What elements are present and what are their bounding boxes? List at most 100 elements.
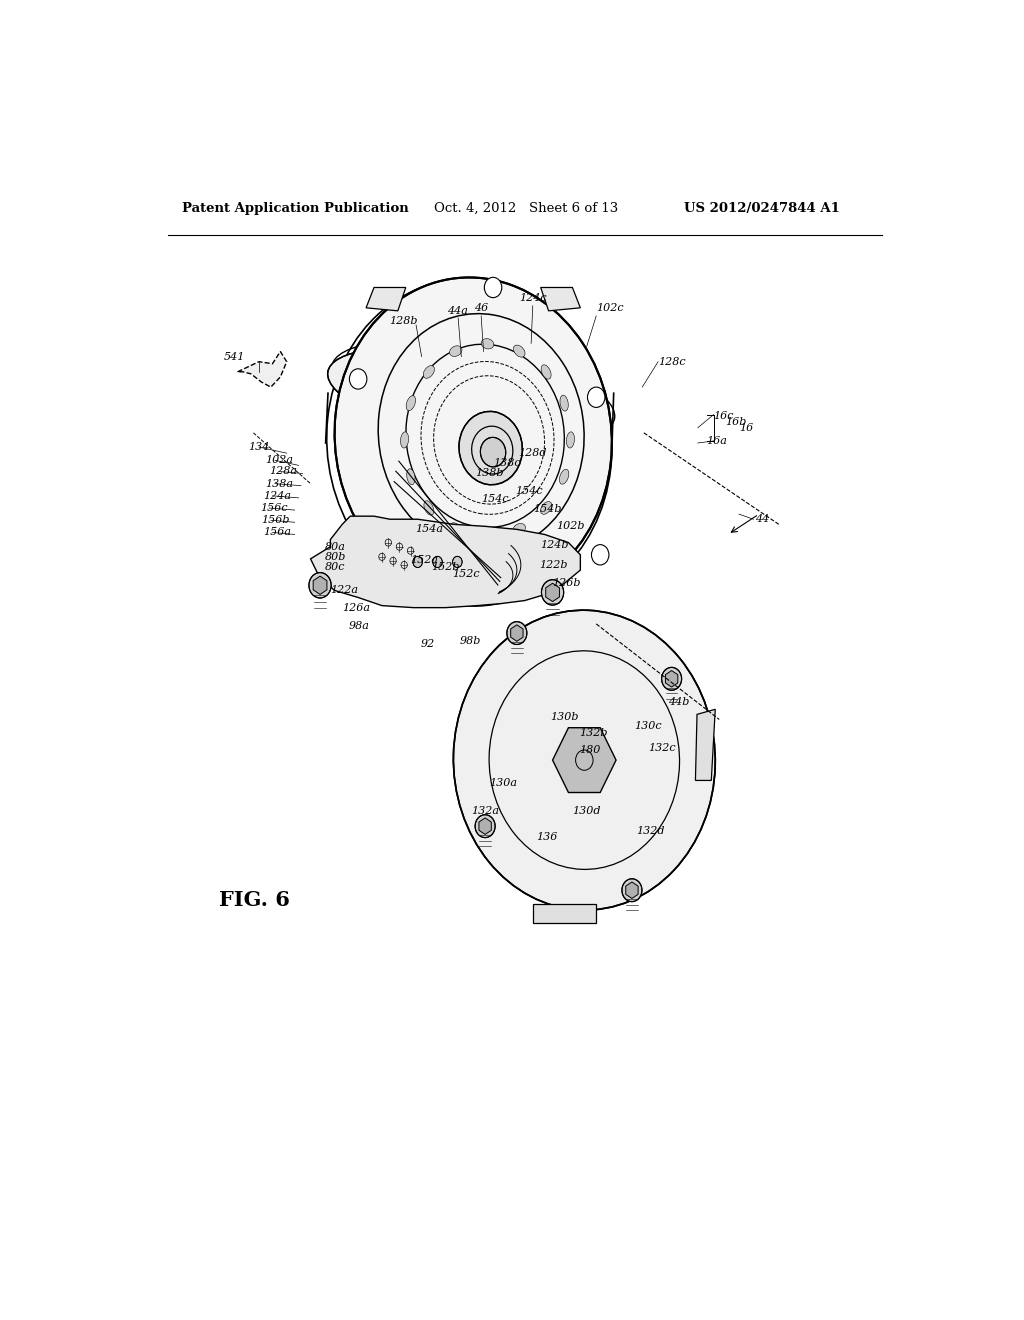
Text: 156c: 156c — [260, 503, 288, 513]
Text: 102a: 102a — [265, 455, 293, 465]
Text: 80c: 80c — [325, 562, 345, 572]
Text: 132a: 132a — [471, 807, 499, 816]
Text: Patent Application Publication: Patent Application Publication — [182, 202, 409, 215]
Text: 98b: 98b — [460, 636, 481, 647]
Text: FIG. 6: FIG. 6 — [219, 891, 290, 911]
Ellipse shape — [542, 579, 563, 605]
Ellipse shape — [400, 432, 409, 447]
Text: 154b: 154b — [532, 504, 561, 513]
Ellipse shape — [433, 556, 442, 568]
Text: 46: 46 — [474, 302, 488, 313]
Text: 154a: 154a — [416, 524, 443, 535]
Ellipse shape — [413, 556, 423, 568]
Polygon shape — [511, 624, 523, 642]
Ellipse shape — [450, 346, 462, 356]
Ellipse shape — [472, 585, 489, 606]
Ellipse shape — [423, 366, 434, 379]
Text: 16: 16 — [739, 422, 754, 433]
Text: Oct. 4, 2012   Sheet 6 of 13: Oct. 4, 2012 Sheet 6 of 13 — [433, 202, 617, 215]
Text: 130c: 130c — [634, 721, 662, 730]
Polygon shape — [479, 818, 492, 834]
Ellipse shape — [328, 348, 603, 446]
Text: 130a: 130a — [489, 779, 517, 788]
Text: 138a: 138a — [265, 479, 293, 488]
Text: 136: 136 — [537, 833, 558, 842]
Text: 154c: 154c — [481, 494, 509, 504]
Text: 152a: 152a — [410, 554, 437, 565]
Text: 132d: 132d — [636, 826, 665, 837]
Text: 80a: 80a — [325, 541, 346, 552]
Ellipse shape — [481, 339, 494, 348]
Text: 156b: 156b — [261, 515, 290, 525]
Text: 541: 541 — [224, 351, 246, 362]
Text: 126a: 126a — [342, 603, 371, 612]
Text: 128b: 128b — [389, 315, 418, 326]
Ellipse shape — [481, 531, 494, 541]
Ellipse shape — [484, 277, 502, 297]
Ellipse shape — [662, 668, 682, 690]
Text: 124a: 124a — [263, 491, 291, 500]
Text: US 2012/0247844 A1: US 2012/0247844 A1 — [684, 202, 840, 215]
Polygon shape — [541, 288, 581, 312]
Text: 44a: 44a — [446, 306, 468, 315]
Ellipse shape — [335, 277, 612, 598]
Text: 128a: 128a — [269, 466, 297, 477]
Polygon shape — [546, 583, 559, 602]
Text: 132c: 132c — [648, 743, 676, 752]
Ellipse shape — [559, 470, 568, 484]
Text: 98a: 98a — [348, 620, 370, 631]
Polygon shape — [532, 904, 596, 923]
Ellipse shape — [513, 345, 525, 358]
Ellipse shape — [513, 524, 525, 535]
Text: 16a: 16a — [706, 436, 727, 446]
Text: 138b: 138b — [475, 469, 504, 478]
Polygon shape — [310, 516, 581, 607]
Ellipse shape — [450, 523, 462, 535]
Text: 130d: 130d — [572, 807, 601, 816]
Ellipse shape — [566, 432, 574, 447]
Text: 126b: 126b — [553, 578, 581, 589]
Ellipse shape — [592, 545, 609, 565]
Text: 180: 180 — [580, 744, 600, 755]
Polygon shape — [695, 709, 715, 780]
Text: 102b: 102b — [557, 521, 585, 532]
Ellipse shape — [349, 368, 367, 389]
Text: 124b: 124b — [541, 540, 569, 549]
Polygon shape — [626, 882, 638, 899]
Text: 122b: 122b — [539, 560, 567, 570]
Text: 138c: 138c — [494, 458, 520, 469]
Polygon shape — [367, 288, 406, 312]
Text: 92: 92 — [421, 639, 435, 649]
Polygon shape — [313, 576, 327, 594]
Ellipse shape — [560, 395, 568, 411]
Text: 44: 44 — [755, 515, 769, 524]
Ellipse shape — [459, 412, 522, 484]
Ellipse shape — [541, 364, 551, 379]
Text: 152b: 152b — [431, 562, 460, 572]
Text: 152c: 152c — [452, 569, 479, 579]
Ellipse shape — [541, 502, 552, 515]
Ellipse shape — [475, 814, 496, 838]
Text: 122a: 122a — [331, 585, 358, 595]
Text: 44b: 44b — [668, 697, 689, 708]
Ellipse shape — [407, 396, 416, 411]
Text: 156a: 156a — [263, 528, 291, 537]
Text: 154c: 154c — [515, 486, 543, 496]
Text: 124c: 124c — [519, 293, 547, 302]
Ellipse shape — [454, 610, 715, 909]
Polygon shape — [238, 351, 287, 387]
Polygon shape — [666, 671, 678, 686]
Text: 132b: 132b — [579, 727, 607, 738]
Ellipse shape — [309, 573, 331, 598]
Ellipse shape — [407, 469, 415, 484]
Text: 130b: 130b — [550, 713, 579, 722]
Ellipse shape — [347, 529, 365, 549]
Text: 80b: 80b — [325, 552, 346, 562]
Ellipse shape — [480, 437, 506, 467]
Text: 134: 134 — [249, 442, 270, 451]
Text: 128c: 128c — [658, 356, 686, 367]
Ellipse shape — [507, 622, 527, 644]
Ellipse shape — [424, 500, 434, 515]
Ellipse shape — [588, 387, 605, 408]
Text: 16b: 16b — [725, 417, 746, 426]
